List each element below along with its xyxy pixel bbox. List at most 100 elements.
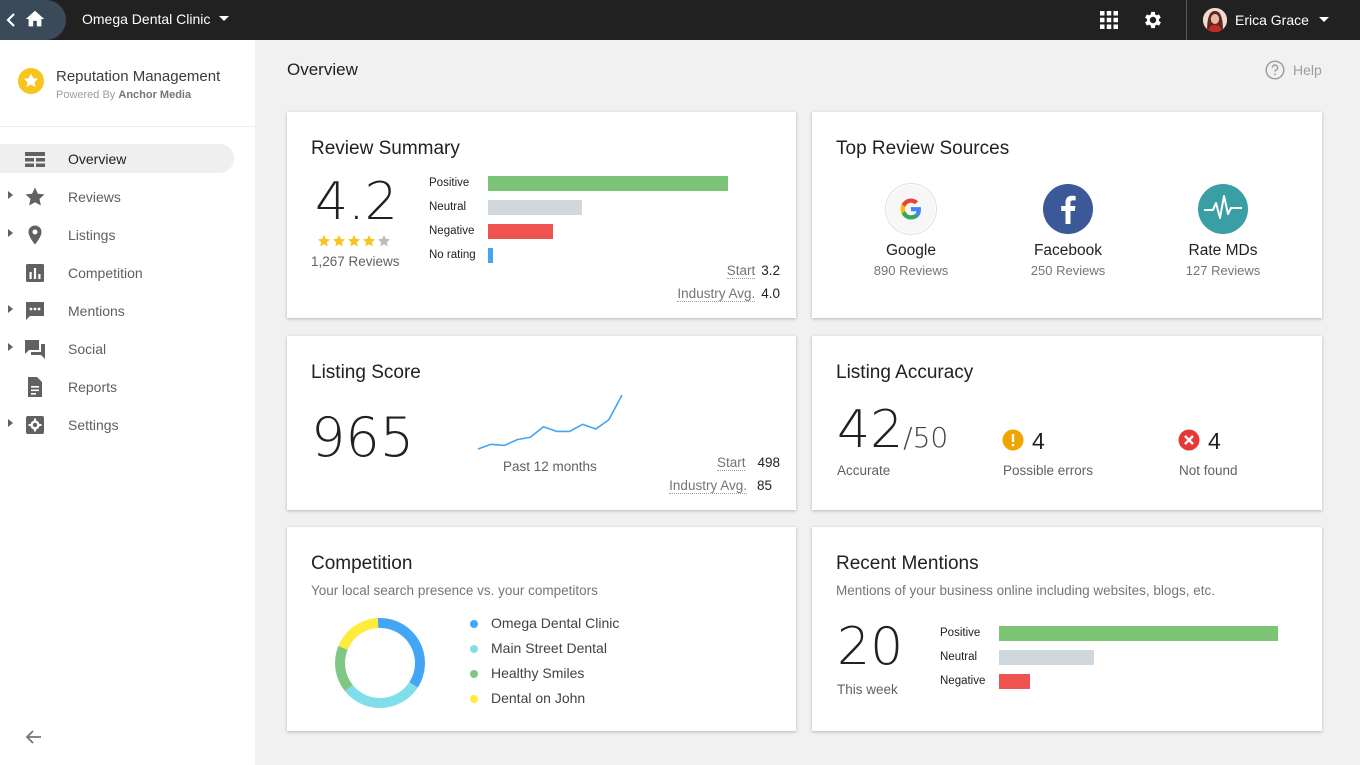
expand-arrow-icon[interactable] (8, 343, 13, 351)
card-subtitle: Mentions of your business online includi… (836, 583, 1215, 598)
help-label: Help (1293, 62, 1322, 78)
bar-positive[interactable] (999, 626, 1278, 641)
errors-label: Possible errors (1003, 463, 1094, 478)
bar-label: Negative (429, 225, 475, 237)
industry-label: Industry Avg. (669, 478, 747, 494)
warning-icon (1002, 429, 1024, 451)
sidebar-item-competition[interactable]: Competition (0, 258, 255, 296)
rating-stars (317, 234, 392, 250)
brand-star-icon (18, 68, 44, 94)
bar-label: Positive (940, 627, 981, 639)
recent-mentions-card[interactable]: Recent Mentions Mentions of your busines… (812, 527, 1322, 731)
bar-positive[interactable] (488, 176, 728, 191)
chevron-down-icon (1319, 17, 1329, 22)
mentions-count-label: This week (837, 682, 898, 697)
bar-negative[interactable] (999, 674, 1030, 689)
accurate-label: Accurate (837, 463, 891, 478)
legend-dot (470, 645, 478, 653)
back-icon[interactable] (5, 9, 17, 31)
start-row: Start 3.2 (726, 263, 780, 279)
sparkline-path (477, 394, 623, 450)
legend-label: Main Street Dental (491, 640, 607, 656)
sidebar-item-social[interactable]: Social (0, 334, 255, 372)
star-icon (377, 234, 391, 247)
donut-slice-omega-dental-clinic[interactable] (377, 618, 425, 688)
card-title: Listing Score (311, 362, 421, 383)
bar-chart-icon (26, 264, 44, 282)
apps-grid-icon[interactable] (1099, 10, 1119, 30)
trend-caption: Past 12 months (503, 459, 597, 474)
document-icon (28, 377, 42, 397)
settings-box-icon (26, 416, 44, 434)
start-value: 498 (757, 455, 780, 470)
review-summary-card[interactable]: Review Summary 4.2 1,267 Reviews Positiv… (287, 112, 796, 318)
source-count: 127 Reviews (1185, 263, 1261, 278)
industry-value: 4.0 (761, 286, 780, 301)
source-count: 250 Reviews (1030, 263, 1106, 278)
bar-label: Neutral (940, 651, 978, 663)
industry-row: Industry Avg. 4.0 (677, 286, 780, 302)
sidebar-item-mentions[interactable]: Mentions (0, 296, 255, 334)
star-icon (332, 234, 346, 247)
source-name: Google (886, 242, 936, 259)
legend-label: Healthy Smiles (491, 665, 585, 681)
sidebar-item-label: Listings (68, 227, 116, 243)
sidebar-item-reports[interactable]: Reports (0, 372, 255, 410)
divider (1186, 0, 1187, 40)
bar-label: Positive (429, 177, 470, 189)
expand-arrow-icon[interactable] (8, 419, 13, 427)
competition-card[interactable]: Competition Your local search presence v… (287, 527, 796, 731)
card-title: Competition (311, 553, 413, 574)
mentions-count: 20 (837, 617, 904, 677)
donut-slice-main-street-dental[interactable] (344, 682, 418, 708)
top-review-sources-card[interactable]: Top Review Sources Google 890 Reviews Fa… (812, 112, 1322, 318)
bar-neutral[interactable] (488, 200, 582, 215)
bar-negative[interactable] (488, 224, 553, 239)
sidebar-item-label: Reports (68, 379, 118, 395)
home-button[interactable] (0, 0, 66, 40)
source-google[interactable]: Google 890 Reviews (841, 184, 981, 278)
expand-arrow-icon[interactable] (8, 305, 13, 313)
bar-label: Negative (940, 675, 986, 687)
donut-slice-dental-on-john[interactable] (338, 618, 379, 650)
chevron-down-icon (219, 16, 230, 21)
avatar[interactable] (1203, 8, 1227, 32)
sidebar-item-overview[interactable]: Overview (0, 144, 255, 182)
card-title: Recent Mentions (836, 553, 979, 574)
notfound-value: 4 (1208, 428, 1221, 454)
bar-neutral[interactable] (999, 650, 1094, 665)
star-icon (362, 234, 376, 247)
source-name: Facebook (1033, 242, 1103, 259)
card-subtitle: Your local search presence vs. your comp… (311, 583, 598, 598)
donut-slice-healthy-smiles[interactable] (335, 645, 353, 692)
industry-row: Industry Avg. 85 (669, 478, 772, 494)
card-title: Review Summary (311, 138, 460, 159)
start-label: Start (726, 263, 756, 279)
forum-icon (25, 340, 45, 359)
sidebar-item-reviews[interactable]: Reviews (0, 182, 255, 220)
card-title: Listing Accuracy (836, 362, 974, 383)
listing-score-card[interactable]: Listing Score 965 Past 12 months Start 49… (287, 336, 796, 510)
gear-icon[interactable] (1142, 9, 1164, 31)
source-ratemds[interactable]: Rate MDs 127 Reviews (1153, 184, 1293, 278)
brand-sub-prefix: Powered By (56, 89, 116, 101)
sidebar-item-settings[interactable]: Settings (0, 410, 255, 448)
collapse-sidebar-icon[interactable] (24, 728, 42, 746)
account-switcher[interactable]: Omega Dental Clinic (82, 11, 230, 27)
expand-arrow-icon[interactable] (8, 229, 13, 237)
bar-no-rating[interactable] (488, 248, 493, 263)
ratemds-logo-icon (1198, 184, 1248, 234)
sidebar-item-label: Social (68, 341, 107, 357)
chat-bubble-icon (26, 302, 44, 320)
home-icon[interactable] (24, 8, 46, 30)
expand-arrow-icon[interactable] (8, 191, 13, 199)
sidebar-item-listings[interactable]: Listings (0, 220, 255, 258)
sidebar-item-label: Reviews (68, 189, 121, 205)
source-facebook[interactable]: Facebook 250 Reviews (998, 184, 1138, 278)
accuracy-total: /50 (903, 421, 949, 454)
listing-accuracy-card[interactable]: Listing Accuracy 42/50 Accurate 4 Possib… (812, 336, 1322, 510)
trend-sparkline (477, 394, 623, 450)
brand-title: Reputation Management (56, 68, 221, 85)
top-bar: Omega Dental Clinic Erica Grace (0, 0, 1360, 40)
help-icon[interactable] (1265, 60, 1285, 80)
